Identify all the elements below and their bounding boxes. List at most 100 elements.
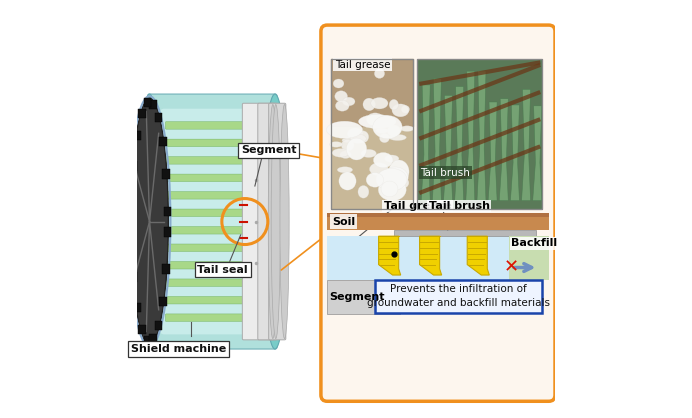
Ellipse shape	[333, 79, 344, 88]
Ellipse shape	[376, 168, 407, 191]
Polygon shape	[421, 85, 430, 201]
FancyBboxPatch shape	[165, 157, 246, 164]
Bar	[509, 236, 549, 280]
Ellipse shape	[329, 142, 343, 147]
FancyBboxPatch shape	[130, 161, 138, 171]
Ellipse shape	[376, 128, 388, 133]
Ellipse shape	[373, 115, 402, 139]
Text: Tail seal: Tail seal	[197, 265, 248, 275]
FancyBboxPatch shape	[258, 103, 277, 340]
Ellipse shape	[280, 104, 289, 339]
Ellipse shape	[138, 94, 161, 349]
Ellipse shape	[361, 149, 376, 158]
FancyBboxPatch shape	[268, 103, 286, 340]
FancyBboxPatch shape	[165, 227, 246, 234]
Polygon shape	[522, 89, 531, 201]
Polygon shape	[499, 99, 508, 201]
Bar	[327, 213, 549, 217]
FancyBboxPatch shape	[417, 59, 543, 209]
FancyBboxPatch shape	[165, 279, 246, 286]
Polygon shape	[467, 236, 489, 275]
Ellipse shape	[339, 172, 356, 190]
Ellipse shape	[401, 105, 410, 113]
Text: Shield machine: Shield machine	[131, 344, 226, 354]
Ellipse shape	[392, 104, 409, 117]
Ellipse shape	[381, 181, 398, 197]
Bar	[327, 213, 549, 230]
FancyBboxPatch shape	[128, 236, 136, 245]
Polygon shape	[432, 79, 441, 201]
FancyBboxPatch shape	[162, 169, 170, 178]
FancyBboxPatch shape	[165, 209, 246, 217]
Polygon shape	[419, 236, 441, 275]
FancyBboxPatch shape	[143, 98, 151, 107]
Ellipse shape	[262, 94, 287, 349]
FancyBboxPatch shape	[128, 198, 136, 207]
Ellipse shape	[401, 126, 414, 131]
Text: Prevents the infiltration of
groundwater and backfill materials: Prevents the infiltration of groundwater…	[367, 284, 550, 308]
Ellipse shape	[268, 104, 277, 339]
Ellipse shape	[358, 186, 369, 198]
FancyBboxPatch shape	[149, 334, 157, 344]
Ellipse shape	[389, 135, 406, 140]
Polygon shape	[533, 106, 542, 201]
Text: Tail brush: Tail brush	[429, 201, 490, 211]
Ellipse shape	[389, 99, 399, 110]
Ellipse shape	[357, 131, 369, 143]
Ellipse shape	[370, 163, 388, 176]
FancyBboxPatch shape	[154, 113, 162, 122]
Ellipse shape	[131, 98, 168, 345]
Ellipse shape	[327, 121, 363, 138]
Ellipse shape	[385, 155, 399, 162]
FancyBboxPatch shape	[149, 99, 157, 109]
Ellipse shape	[347, 128, 363, 140]
Bar	[327, 236, 549, 280]
FancyBboxPatch shape	[134, 303, 141, 312]
Ellipse shape	[366, 173, 383, 187]
Polygon shape	[477, 71, 486, 201]
FancyBboxPatch shape	[165, 296, 246, 304]
Text: Tail grease: Tail grease	[383, 201, 451, 211]
Bar	[394, 230, 536, 236]
FancyBboxPatch shape	[165, 244, 246, 252]
Ellipse shape	[347, 138, 367, 160]
FancyBboxPatch shape	[130, 273, 138, 282]
Ellipse shape	[388, 125, 400, 137]
FancyBboxPatch shape	[331, 59, 413, 209]
FancyBboxPatch shape	[165, 262, 246, 269]
Ellipse shape	[340, 151, 352, 158]
Polygon shape	[488, 102, 497, 201]
FancyBboxPatch shape	[165, 174, 246, 181]
Ellipse shape	[363, 98, 375, 111]
Ellipse shape	[395, 177, 409, 189]
Ellipse shape	[332, 148, 349, 157]
FancyBboxPatch shape	[159, 297, 167, 306]
Ellipse shape	[371, 97, 388, 109]
Ellipse shape	[350, 134, 366, 143]
Ellipse shape	[335, 91, 347, 102]
FancyBboxPatch shape	[165, 122, 246, 129]
Ellipse shape	[374, 153, 393, 168]
Text: Segment: Segment	[241, 145, 296, 155]
Text: ✕: ✕	[504, 258, 519, 277]
FancyBboxPatch shape	[138, 325, 145, 334]
FancyBboxPatch shape	[154, 321, 162, 330]
Text: Segment: Segment	[329, 292, 385, 302]
FancyBboxPatch shape	[143, 336, 151, 345]
Ellipse shape	[389, 160, 409, 183]
FancyBboxPatch shape	[134, 131, 141, 140]
FancyBboxPatch shape	[165, 139, 246, 147]
Text: Backfill: Backfill	[511, 238, 557, 248]
Polygon shape	[511, 105, 520, 201]
FancyBboxPatch shape	[375, 280, 543, 313]
FancyBboxPatch shape	[162, 265, 170, 274]
FancyBboxPatch shape	[321, 25, 555, 401]
FancyBboxPatch shape	[147, 94, 277, 349]
Polygon shape	[379, 236, 401, 275]
Polygon shape	[444, 95, 453, 201]
FancyBboxPatch shape	[165, 314, 246, 321]
Ellipse shape	[271, 104, 280, 339]
FancyBboxPatch shape	[159, 137, 167, 146]
Text: Soil: Soil	[332, 217, 355, 227]
Polygon shape	[466, 71, 475, 201]
